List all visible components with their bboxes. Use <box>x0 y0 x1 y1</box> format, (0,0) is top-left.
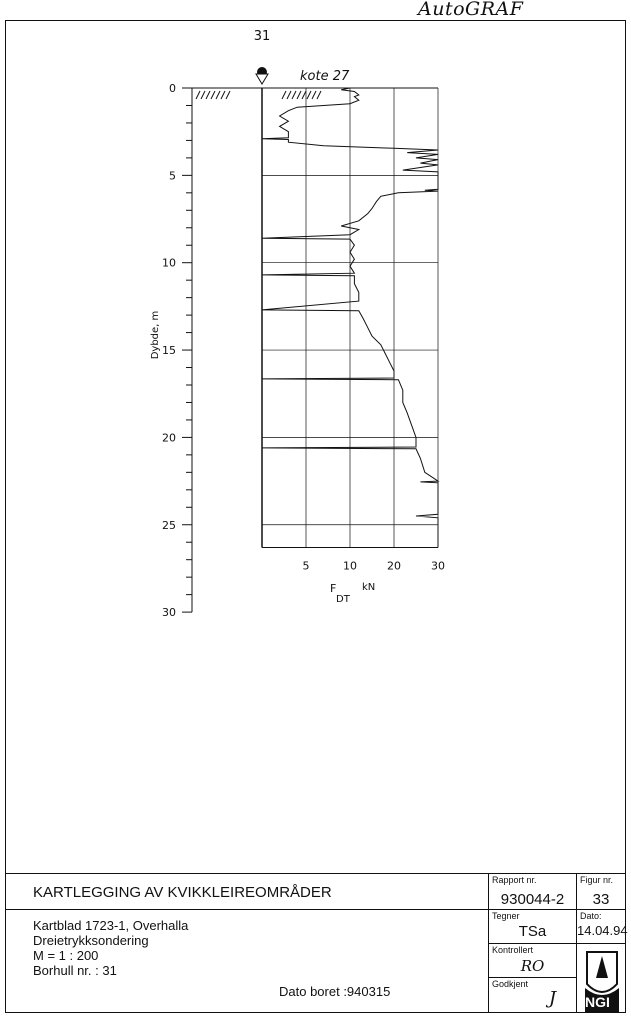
x-tick-label: 5 <box>303 559 310 572</box>
drawn-value: TSa <box>518 923 547 940</box>
ground-hatch <box>311 90 317 100</box>
y-tick-label: 0 <box>169 82 176 95</box>
checked-cell: Kontrollert RO <box>488 943 577 978</box>
force-curve <box>261 87 440 548</box>
x-axis-label: F <box>330 582 336 595</box>
brand-title: AutoGRAF <box>418 0 524 20</box>
drawn-cell: Tegner TSa <box>488 909 577 944</box>
checked-signature: RO <box>520 957 545 975</box>
checked-label: Kontrollert <box>492 945 534 955</box>
ground-hatch <box>281 90 287 100</box>
report-value: 930044-2 <box>500 891 565 908</box>
approved-cell: Godkjent J <box>488 977 577 1013</box>
report-label: Rapport nr. <box>492 875 537 885</box>
ground-hatch <box>215 90 221 100</box>
ground-hatch <box>225 90 231 100</box>
y-tick-label: 25 <box>162 519 176 532</box>
date-cell: Dato: 14.04.94 <box>576 909 628 944</box>
x-tick-label: 10 <box>343 559 357 572</box>
ground-hatch <box>296 90 302 100</box>
figure-label: Figur nr. <box>580 875 614 885</box>
y-tick-label: 10 <box>162 257 176 270</box>
logo-text: NGI <box>585 994 610 1010</box>
y-axis-label: Dybde, m <box>150 311 161 360</box>
ground-hatch <box>220 90 226 100</box>
ground-hatch <box>200 90 206 100</box>
y-tick-label: 5 <box>169 169 176 182</box>
ground-hatch <box>306 90 312 100</box>
drawn-label: Tegner <box>492 911 520 921</box>
approved-label: Godkjent <box>492 979 529 989</box>
figure-cell: Figur nr. 33 <box>576 873 626 910</box>
elevation-label: kote 27 <box>300 69 350 84</box>
x-tick-label: 20 <box>387 559 401 572</box>
ground-hatch <box>291 90 297 100</box>
y-tick-label: 30 <box>162 606 176 619</box>
ground-hatch <box>316 90 322 100</box>
date-label: Dato: <box>580 911 602 921</box>
project-title: KARTLEGGING AV KVIKKLEIREOMRÅDER <box>33 884 332 901</box>
borehole-label: 31 <box>254 29 271 44</box>
ground-hatch <box>301 90 307 100</box>
ground-hatch <box>286 90 292 100</box>
desc-line: Dreietrykksondering <box>33 933 149 948</box>
x-tick-label: 30 <box>431 559 445 572</box>
date-value: 14.04.94 <box>577 923 628 938</box>
desc-line: Borhull nr. : 31 <box>33 963 117 978</box>
ground-hatch <box>210 90 216 100</box>
ngi-logo: NGI <box>576 943 626 1013</box>
x-axis-label-sub: DT <box>336 594 351 605</box>
project-cell: KARTLEGGING AV KVIKKLEIREOMRÅDER <box>5 873 489 910</box>
x-axis-unit: kN <box>362 582 375 593</box>
ground-hatch <box>195 90 201 100</box>
report-cell: Rapport nr. 930044-2 <box>488 873 577 910</box>
desc-line: M = 1 : 200 <box>33 948 99 963</box>
desc-line: Kartblad 1723-1, Overhalla <box>33 918 189 933</box>
description-cell: Kartblad 1723-1, Overhalla Dreietrykkson… <box>5 909 489 1013</box>
ground-hatch <box>205 90 211 100</box>
y-tick-label: 20 <box>162 431 176 444</box>
approved-signature: J <box>548 988 557 1009</box>
y-tick-label: 15 <box>162 344 176 357</box>
date-drilled: Dato boret :940315 <box>279 984 391 999</box>
groundwater-icon <box>255 67 269 85</box>
figure-value: 33 <box>592 891 610 908</box>
